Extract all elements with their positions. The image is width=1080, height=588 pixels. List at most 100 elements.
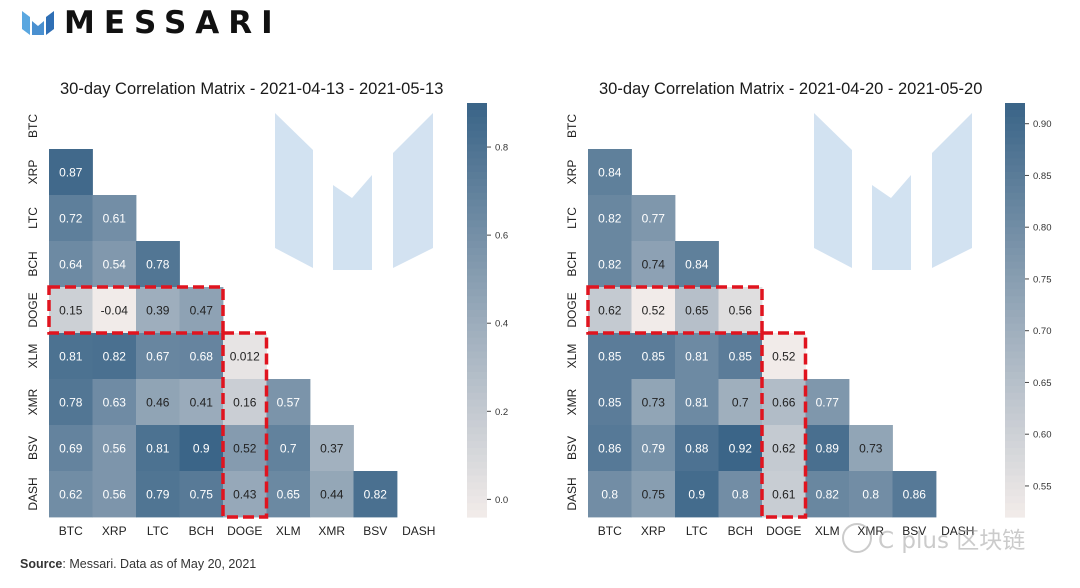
cell-value-label: 0.81: [59, 350, 83, 364]
cell-value-label: 0.85: [729, 350, 753, 364]
chart-title-left: 30-day Correlation Matrix - 2021-04-13 -…: [60, 80, 444, 98]
heatmap-cell: [92, 333, 137, 380]
cell-value-label: 0.78: [59, 396, 83, 410]
heatmap-cell: [353, 471, 398, 518]
cell-value-label: 0.85: [642, 350, 666, 364]
cell-value-label: 0.74: [642, 258, 666, 272]
heatmap-cell: [718, 379, 763, 426]
cell-value-label: 0.46: [146, 396, 170, 410]
cell-value-label: 0.86: [598, 442, 622, 456]
cell-value-label: 0.82: [598, 258, 622, 272]
cell-value-label: 0.87: [59, 166, 83, 180]
cell-value-label: -0.04: [101, 304, 129, 318]
cell-value-label: 0.15: [59, 304, 83, 318]
cell-value-label: 0.67: [146, 350, 170, 364]
cell-value-label: 0.52: [233, 442, 257, 456]
x-tick-label: BTC: [59, 524, 83, 538]
heatmap-cell: [631, 471, 676, 518]
cell-value-label: 0.61: [103, 212, 127, 226]
cell-value-label: 0.77: [816, 396, 840, 410]
heatmap-cell: [223, 471, 267, 518]
heatmap-cell: [762, 379, 806, 426]
cell-value-label: 0.44: [320, 488, 344, 502]
heatmap-cell: [762, 471, 806, 518]
heatmap-cell: [179, 379, 224, 426]
heatmap-cell: [675, 333, 719, 380]
heatmap-cell: [805, 379, 850, 426]
heatmap-cell: [588, 379, 632, 426]
heatmap-cell: [588, 287, 632, 334]
cell-value-label: 0.7: [280, 442, 297, 456]
source-text: : Messari. Data as of May 20, 2021: [62, 557, 257, 571]
cell-value-label: 0.68: [190, 350, 214, 364]
heatmap-cell: [718, 471, 763, 518]
y-tick-label: BTC: [26, 114, 40, 138]
source-label: Source: [20, 557, 63, 571]
x-tick-label: BSV: [902, 524, 926, 538]
colorbar-tick-label: 0.80: [1033, 223, 1052, 234]
cell-value-label: 0.39: [146, 304, 170, 318]
cell-value-label: 0.65: [685, 304, 709, 318]
heatmap-cell: [675, 379, 719, 426]
heatmap-cell: [588, 195, 632, 242]
y-tick-label: LTC: [26, 207, 40, 229]
y-tick-label: XRP: [565, 160, 579, 185]
heatmap-cell: [631, 333, 676, 380]
heatmap-cell: [631, 195, 676, 242]
cell-value-label: 0.66: [772, 396, 796, 410]
cell-value-label: 0.62: [772, 442, 796, 456]
cell-value-label: 0.41: [190, 396, 214, 410]
cell-value-label: 0.84: [685, 258, 709, 272]
messari-watermark-icon: [275, 113, 433, 270]
x-tick-label: LTC: [147, 524, 169, 538]
y-tick-label: DASH: [565, 477, 579, 510]
heatmap-cell: [179, 471, 224, 518]
x-tick-label: LTC: [686, 524, 708, 538]
x-tick-label: XRP: [641, 524, 666, 538]
y-tick-label: BSV: [26, 436, 40, 460]
cell-value-label: 0.37: [320, 442, 344, 456]
heatmap-cell: [136, 471, 180, 518]
cell-value-label: 0.65: [277, 488, 301, 502]
heatmap-cell: [49, 149, 93, 196]
watermark-text: C plus 区块链: [878, 528, 1026, 554]
cell-value-label: 0.47: [190, 304, 214, 318]
cell-value-label: 0.75: [642, 488, 666, 502]
y-tick-label: DOGE: [26, 292, 40, 327]
colorbar-tick-label: 0.8: [495, 143, 508, 154]
heatmap-cell: [266, 471, 311, 518]
cell-value-label: 0.57: [277, 396, 301, 410]
colorbar-tick-label: 0.90: [1033, 119, 1052, 130]
cell-value-label: 0.8: [601, 488, 618, 502]
y-tick-label: BSV: [565, 436, 579, 460]
x-tick-label: XRP: [102, 524, 127, 538]
watermark: C plus 区块链: [842, 521, 1025, 555]
x-tick-label: XLM: [815, 524, 840, 538]
cell-value-label: 0.82: [816, 488, 840, 502]
cell-value-label: 0.9: [688, 488, 705, 502]
cell-value-label: 0.85: [598, 396, 622, 410]
heatmap-cell: [49, 333, 93, 380]
x-tick-label: BCH: [728, 524, 753, 538]
cell-value-label: 0.16: [233, 396, 257, 410]
heatmap-cell: [675, 425, 719, 472]
heatmap-cell: [718, 425, 763, 472]
heatmap-cell: [849, 471, 893, 518]
cell-value-label: 0.81: [146, 442, 170, 456]
heatmap-cell: [223, 333, 267, 380]
cell-value-label: 0.85: [598, 350, 622, 364]
heatmap-cell: [49, 379, 93, 426]
x-tick-label: DASH: [402, 524, 435, 538]
y-tick-label: BTC: [565, 114, 579, 138]
heatmap-cell: [136, 333, 180, 380]
heatmap-cell: [631, 287, 676, 334]
y-tick-label: XMR: [26, 388, 40, 415]
cell-value-label: 0.012: [230, 350, 260, 364]
heatmap-cell: [310, 425, 354, 472]
heatmap-cell: [92, 425, 137, 472]
heatmap-cell: [762, 425, 806, 472]
x-tick-label: BTC: [598, 524, 622, 538]
heatmap-cell: [179, 287, 224, 334]
cell-value-label: 0.92: [729, 442, 753, 456]
colorbar-tick-label: 0.85: [1033, 171, 1052, 182]
